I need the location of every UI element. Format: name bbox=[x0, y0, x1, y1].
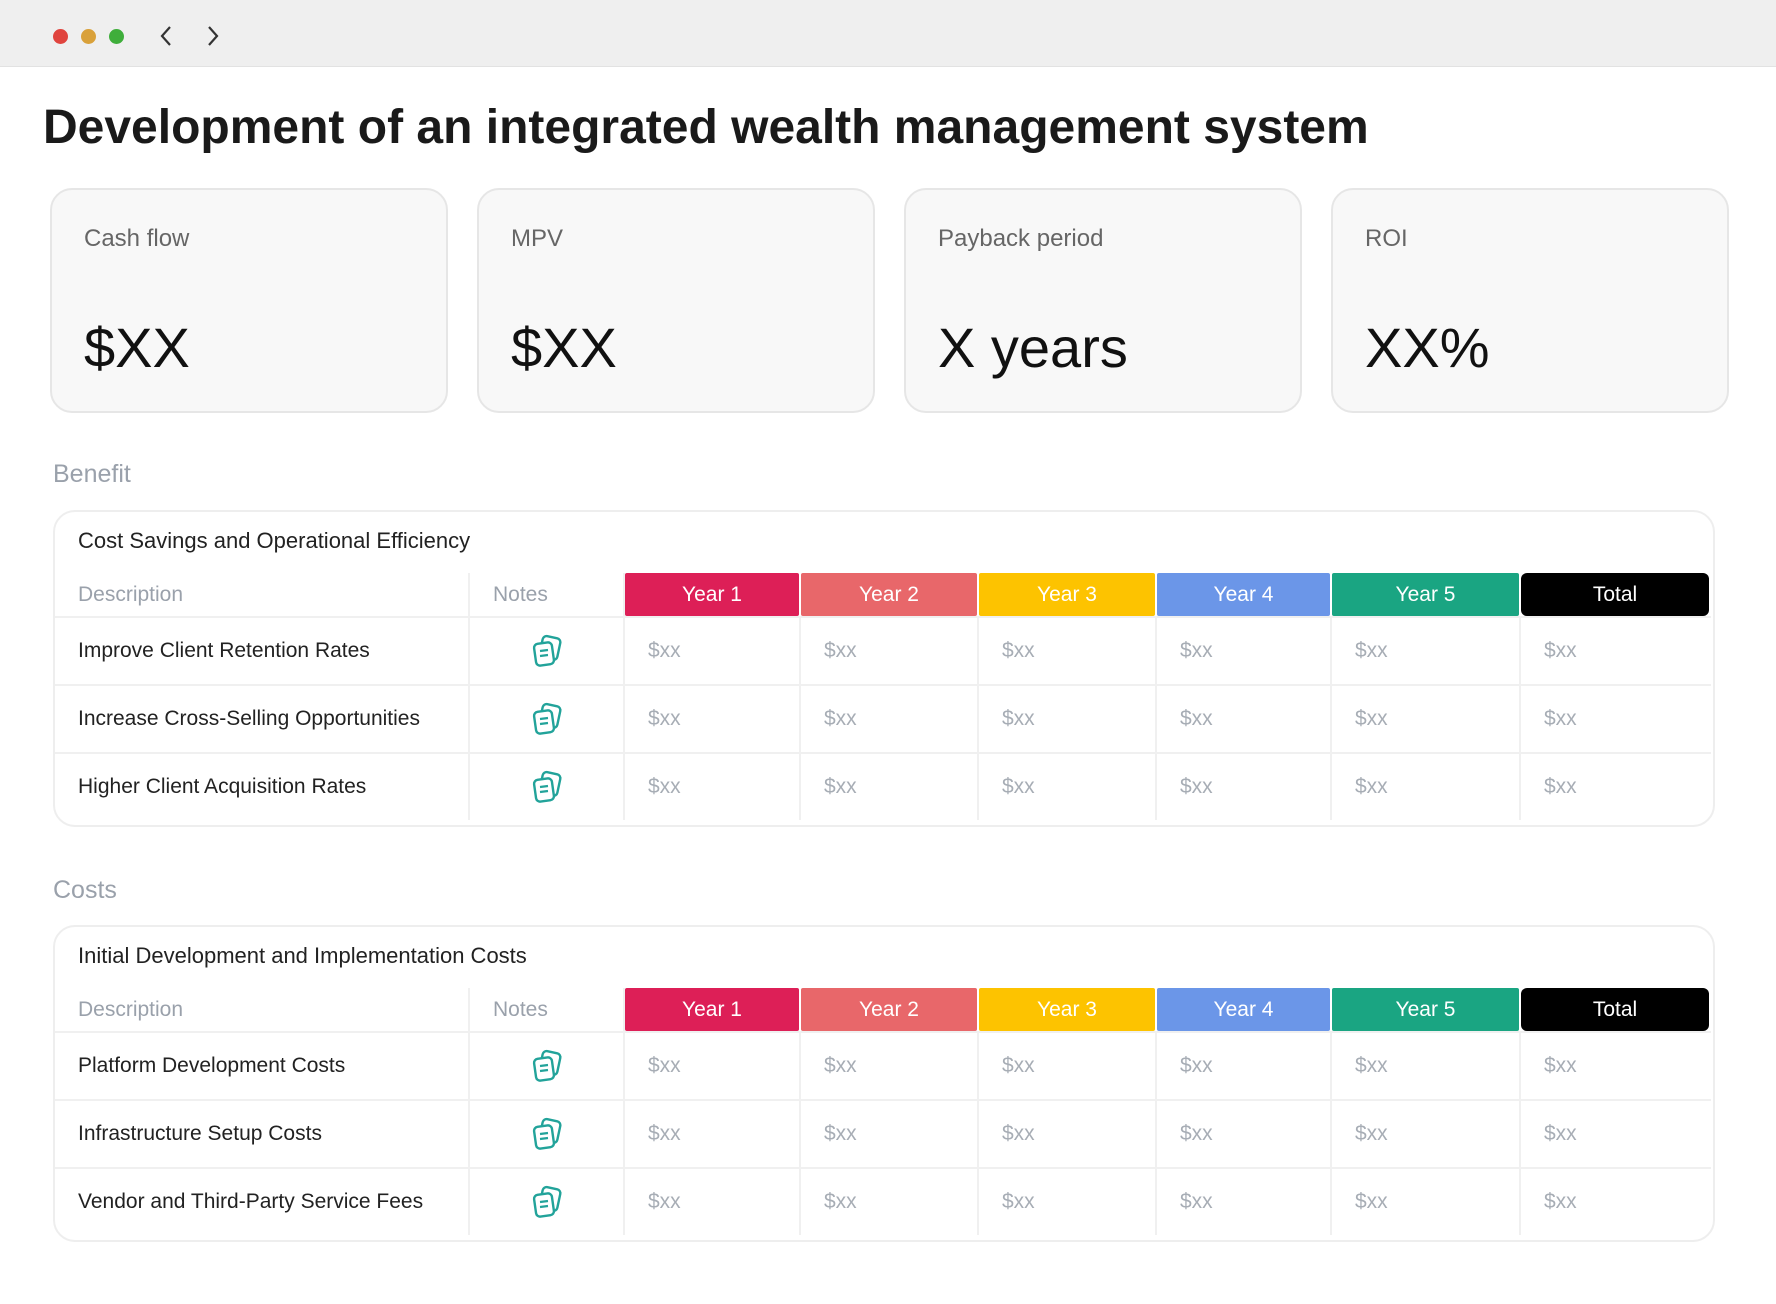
notes-cell bbox=[470, 1167, 625, 1235]
column-header: Description bbox=[55, 988, 470, 1031]
notes-icon[interactable] bbox=[530, 1117, 564, 1151]
notes-icon[interactable] bbox=[530, 1049, 564, 1083]
value-cell: $xx bbox=[979, 1167, 1157, 1235]
column-header: Year 5 bbox=[1332, 573, 1519, 616]
table-card: Initial Development and Implementation C… bbox=[53, 925, 1715, 1242]
value-cell: $xx bbox=[1521, 752, 1711, 820]
maximize-dot[interactable] bbox=[109, 29, 124, 44]
minimize-dot[interactable] bbox=[81, 29, 96, 44]
value-cell: $xx bbox=[625, 752, 801, 820]
notes-cell bbox=[470, 684, 625, 752]
value-cell: $xx bbox=[801, 1167, 979, 1235]
value-cell: $xx bbox=[1157, 684, 1332, 752]
page-title: Development of an integrated wealth mana… bbox=[43, 101, 1369, 154]
value-cell: $xx bbox=[1332, 616, 1521, 684]
value-cell: $xx bbox=[625, 1031, 801, 1099]
back-button[interactable] bbox=[158, 25, 174, 47]
metric-label: Payback period bbox=[938, 225, 1104, 252]
browser-bar bbox=[0, 0, 1776, 67]
metric-value: X years bbox=[938, 316, 1128, 379]
notes-icon[interactable] bbox=[530, 702, 564, 736]
value-cell: $xx bbox=[625, 616, 801, 684]
value-cell: $xx bbox=[1521, 1031, 1711, 1099]
column-header: Total bbox=[1521, 573, 1709, 616]
value-cell: $xx bbox=[801, 684, 979, 752]
metric-label: Cash flow bbox=[84, 225, 190, 252]
metric-label: MPV bbox=[511, 225, 564, 252]
value-cell: $xx bbox=[625, 684, 801, 752]
table-title: Cost Savings and Operational Efficiency bbox=[78, 528, 471, 553]
metric-card: Cash flow $XX bbox=[50, 188, 448, 413]
column-header: Description bbox=[55, 573, 470, 616]
row-label: Platform Development Costs bbox=[55, 1031, 470, 1099]
value-cell: $xx bbox=[1157, 1099, 1332, 1167]
value-cell: $xx bbox=[1332, 1031, 1521, 1099]
column-header: Year 1 bbox=[625, 573, 799, 616]
value-cell: $xx bbox=[1157, 616, 1332, 684]
value-cell: $xx bbox=[625, 1167, 801, 1235]
value-cell: $xx bbox=[979, 684, 1157, 752]
value-cell: $xx bbox=[979, 1031, 1157, 1099]
close-dot[interactable] bbox=[53, 29, 68, 44]
row-label: Improve Client Retention Rates bbox=[55, 616, 470, 684]
value-cell: $xx bbox=[1521, 616, 1711, 684]
value-cell: $xx bbox=[979, 752, 1157, 820]
value-cell: $xx bbox=[801, 752, 979, 820]
notes-cell bbox=[470, 616, 625, 684]
metric-card: Payback period X years bbox=[904, 188, 1302, 413]
value-cell: $xx bbox=[1332, 1099, 1521, 1167]
metric-label: ROI bbox=[1365, 225, 1408, 252]
value-cell: $xx bbox=[801, 616, 979, 684]
forward-button[interactable] bbox=[205, 25, 221, 47]
value-cell: $xx bbox=[1521, 1167, 1711, 1235]
value-cell: $xx bbox=[801, 1099, 979, 1167]
column-header: Year 2 bbox=[801, 988, 977, 1031]
value-cell: $xx bbox=[625, 1099, 801, 1167]
column-header: Notes bbox=[470, 988, 625, 1031]
row-label: Higher Client Acquisition Rates bbox=[55, 752, 470, 820]
column-header: Year 3 bbox=[979, 573, 1155, 616]
metric-value: $XX bbox=[511, 316, 617, 379]
value-cell: $xx bbox=[1157, 752, 1332, 820]
table-title: Initial Development and Implementation C… bbox=[78, 943, 527, 968]
column-header: Total bbox=[1521, 988, 1709, 1031]
metric-card: MPV $XX bbox=[477, 188, 875, 413]
column-header: Year 4 bbox=[1157, 988, 1330, 1031]
notes-icon[interactable] bbox=[530, 634, 564, 668]
notes-icon[interactable] bbox=[530, 770, 564, 804]
value-cell: $xx bbox=[1521, 1099, 1711, 1167]
table-grid: Description Notes Year 1 Year 2 Year 3 Year 4… bbox=[55, 988, 1711, 1235]
notes-cell bbox=[470, 1031, 625, 1099]
notes-cell bbox=[470, 752, 625, 820]
table-grid: Description Notes Year 1 Year 2 Year 3 Year 4… bbox=[55, 573, 1711, 820]
notes-cell bbox=[470, 1099, 625, 1167]
column-header: Year 3 bbox=[979, 988, 1155, 1031]
value-cell: $xx bbox=[979, 1099, 1157, 1167]
notes-icon[interactable] bbox=[530, 1185, 564, 1219]
metric-card: ROI XX% bbox=[1331, 188, 1729, 413]
value-cell: $xx bbox=[979, 616, 1157, 684]
row-label: Increase Cross-Selling Opportunities bbox=[55, 684, 470, 752]
value-cell: $xx bbox=[1332, 684, 1521, 752]
value-cell: $xx bbox=[1332, 752, 1521, 820]
column-header: Year 2 bbox=[801, 573, 977, 616]
metric-value: $XX bbox=[84, 316, 190, 379]
metric-value: XX% bbox=[1365, 316, 1490, 379]
value-cell: $xx bbox=[1521, 684, 1711, 752]
value-cell: $xx bbox=[1332, 1167, 1521, 1235]
row-label: Infrastructure Setup Costs bbox=[55, 1099, 470, 1167]
section-heading: Benefit bbox=[53, 460, 131, 488]
column-header: Notes bbox=[470, 573, 625, 616]
value-cell: $xx bbox=[1157, 1167, 1332, 1235]
column-header: Year 1 bbox=[625, 988, 799, 1031]
column-header: Year 5 bbox=[1332, 988, 1519, 1031]
value-cell: $xx bbox=[1157, 1031, 1332, 1099]
row-label: Vendor and Third-Party Service Fees bbox=[55, 1167, 470, 1235]
column-header: Year 4 bbox=[1157, 573, 1330, 616]
section-heading: Costs bbox=[53, 876, 117, 904]
table-card: Cost Savings and Operational Efficiency D… bbox=[53, 510, 1715, 827]
value-cell: $xx bbox=[801, 1031, 979, 1099]
